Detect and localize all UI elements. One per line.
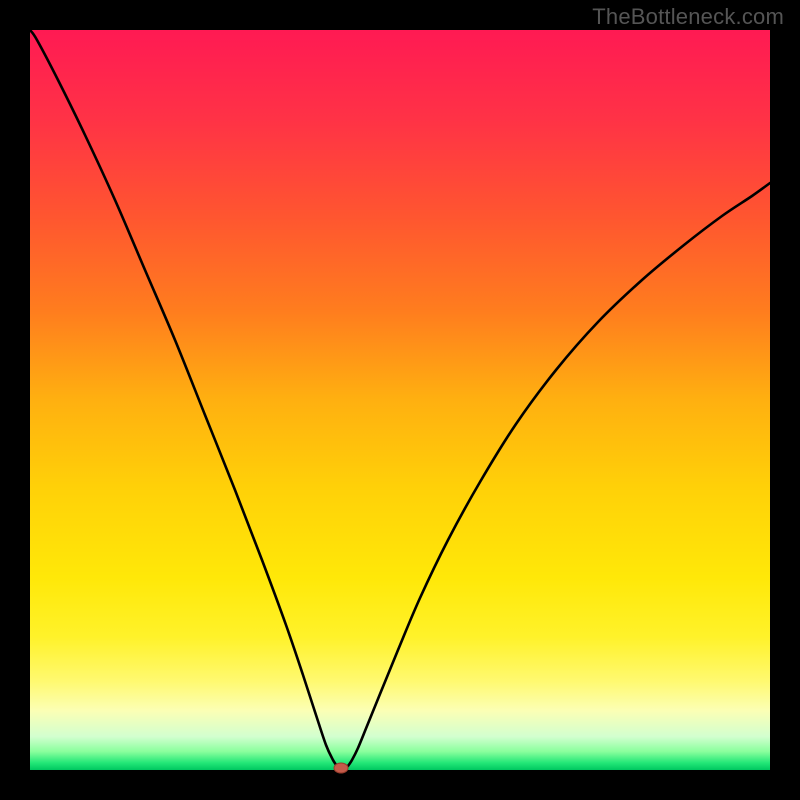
chart-svg <box>0 0 800 800</box>
optimum-marker <box>334 763 348 773</box>
watermark-text: TheBottleneck.com <box>592 4 784 30</box>
plot-background <box>30 30 770 770</box>
chart-container: TheBottleneck.com <box>0 0 800 800</box>
